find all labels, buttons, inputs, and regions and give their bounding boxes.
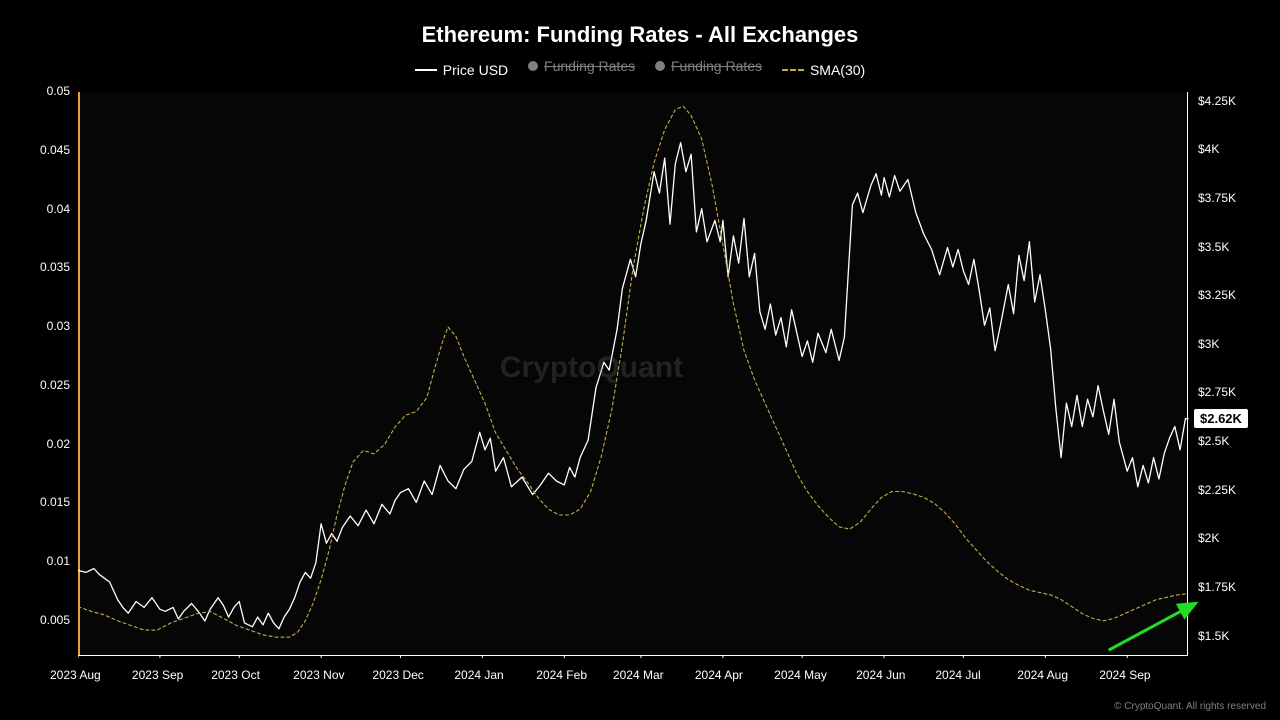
x-axis-tick: 2023 Sep bbox=[132, 668, 183, 682]
x-axis-tick: 2024 Jan bbox=[454, 668, 503, 682]
left-axis-tick: 0.005 bbox=[40, 613, 70, 627]
x-axis-tick: 2024 Feb bbox=[536, 668, 587, 682]
legend-item-sma[interactable]: SMA(30) bbox=[782, 62, 865, 78]
x-axis-tick: 2024 Sep bbox=[1099, 668, 1150, 682]
left-axis-tick: 0.01 bbox=[47, 554, 70, 568]
legend-label-sma: SMA(30) bbox=[810, 62, 865, 78]
right-axis-tick: $3.25K bbox=[1198, 288, 1236, 302]
right-axis-tick: $3.75K bbox=[1198, 191, 1236, 205]
x-axis-tick: 2024 Jul bbox=[935, 668, 980, 682]
legend-label-price: Price USD bbox=[443, 62, 508, 78]
x-axis-tick: 2023 Dec bbox=[372, 668, 423, 682]
x-axis-tick: 2023 Aug bbox=[50, 668, 101, 682]
right-axis-tick: $2.75K bbox=[1198, 385, 1236, 399]
legend-item-funding1[interactable]: Funding Rates bbox=[528, 58, 635, 74]
legend-swatch-sma bbox=[782, 69, 804, 71]
legend-swatch-funding2 bbox=[655, 61, 665, 71]
legend: Price USD Funding Rates Funding Rates SM… bbox=[0, 58, 1280, 78]
right-axis-tick: $2K bbox=[1198, 531, 1219, 545]
current-price-badge: $2.62K bbox=[1194, 409, 1248, 428]
x-axis-tick: 2024 Jun bbox=[856, 668, 905, 682]
x-axis-tick: 2023 Oct bbox=[211, 668, 260, 682]
legend-swatch-funding1 bbox=[528, 61, 538, 71]
right-axis-tick: $1.75K bbox=[1198, 580, 1236, 594]
x-axis-tick: 2024 May bbox=[774, 668, 827, 682]
copyright-text: © CryptoQuant. All rights reserved bbox=[1114, 701, 1266, 712]
legend-item-price[interactable]: Price USD bbox=[415, 62, 508, 78]
legend-item-funding2[interactable]: Funding Rates bbox=[655, 58, 762, 74]
x-axis-tick: 2024 Aug bbox=[1017, 668, 1068, 682]
chart-title: Ethereum: Funding Rates - All Exchanges bbox=[0, 22, 1280, 48]
right-axis-tick: $4.25K bbox=[1198, 94, 1236, 108]
chart-container: Ethereum: Funding Rates - All Exchanges … bbox=[0, 0, 1280, 720]
left-axis-tick: 0.025 bbox=[40, 378, 70, 392]
plot-svg bbox=[78, 92, 1218, 658]
legend-label-funding1: Funding Rates bbox=[544, 58, 635, 74]
left-axis-tick: 0.05 bbox=[47, 84, 70, 98]
left-axis-tick: 0.03 bbox=[47, 319, 70, 333]
left-axis-tick: 0.045 bbox=[40, 143, 70, 157]
left-axis-tick: 0.04 bbox=[47, 202, 70, 216]
right-axis-tick: $2.25K bbox=[1198, 483, 1236, 497]
left-axis-tick: 0.02 bbox=[47, 437, 70, 451]
legend-label-funding2: Funding Rates bbox=[671, 58, 762, 74]
left-axis-tick: 0.035 bbox=[40, 260, 70, 274]
left-axis-tick: 0.015 bbox=[40, 495, 70, 509]
x-axis-tick: 2024 Mar bbox=[613, 668, 664, 682]
legend-swatch-price bbox=[415, 69, 437, 71]
x-axis-tick: 2023 Nov bbox=[293, 668, 344, 682]
right-axis-tick: $1.5K bbox=[1198, 629, 1229, 643]
right-axis-tick: $3.5K bbox=[1198, 240, 1229, 254]
x-axis-tick: 2024 Apr bbox=[695, 668, 743, 682]
right-axis-tick: $2.5K bbox=[1198, 434, 1229, 448]
right-axis-tick: $4K bbox=[1198, 142, 1219, 156]
right-axis-tick: $3K bbox=[1198, 337, 1219, 351]
